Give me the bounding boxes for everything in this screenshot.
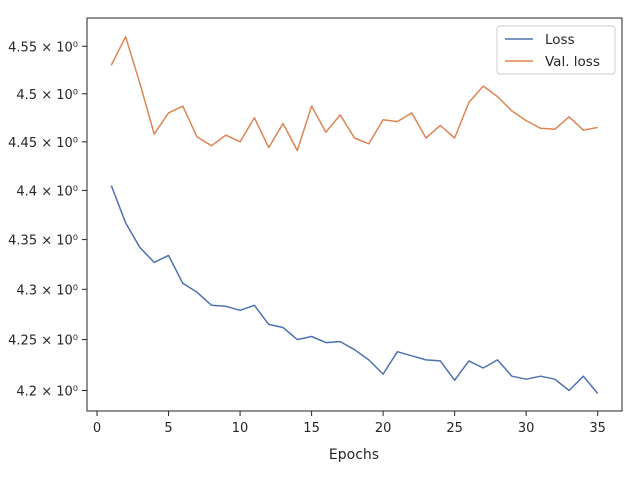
y-tick-label: 4.55 × 10⁰ — [8, 40, 78, 55]
y-tick-label: 4.5 × 10⁰ — [16, 88, 78, 103]
y-tick-label: 4.25 × 10⁰ — [8, 334, 78, 349]
x-tick-label: 0 — [93, 421, 101, 436]
y-tick-label: 4.2 × 10⁰ — [16, 384, 78, 399]
series-layer — [110, 36, 599, 394]
legend-label-1: Loss — [545, 32, 575, 48]
x-tick-label: 15 — [303, 421, 320, 436]
x-tick-label: 35 — [589, 421, 606, 436]
x-tick-label: 30 — [518, 421, 535, 436]
series-line-2 — [110, 36, 598, 152]
legend: Loss Val. loss — [496, 25, 616, 75]
y-tick-label: 4.3 × 10⁰ — [16, 283, 78, 298]
x-tick-label: 5 — [164, 421, 172, 436]
x-tick-label: 20 — [375, 421, 392, 436]
x-axis: 0 5 10 15 20 25 30 35 — [93, 411, 606, 436]
y-tick-label: 4.45 × 10⁰ — [8, 136, 78, 151]
plot-area — [86, 17, 623, 412]
x-tick-label: 25 — [446, 421, 463, 436]
legend-label-2: Val. loss — [545, 54, 600, 70]
x-tick-label: 10 — [232, 421, 249, 436]
y-axis: 4.2 × 10⁰ 4.25 × 10⁰ 4.3 × 10⁰ 4.35 × 10⁰ 4.… — [8, 40, 87, 399]
y-tick-label: 4.4 × 10⁰ — [16, 184, 78, 199]
y-tick-label: 4.35 × 10⁰ — [8, 234, 78, 249]
series-line-1 — [110, 185, 599, 394]
legend-box — [496, 25, 616, 75]
x-axis-label: Epochs — [329, 447, 379, 463]
